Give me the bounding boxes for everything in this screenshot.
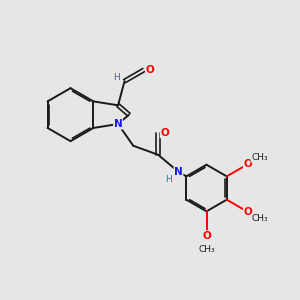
Text: O: O bbox=[160, 128, 169, 138]
Text: O: O bbox=[202, 231, 211, 241]
Text: O: O bbox=[244, 207, 252, 217]
Text: CH₃: CH₃ bbox=[251, 153, 268, 162]
Text: N: N bbox=[114, 119, 122, 129]
Text: O: O bbox=[244, 159, 252, 169]
Text: H: H bbox=[165, 175, 172, 184]
Text: O: O bbox=[146, 65, 154, 75]
Text: H: H bbox=[113, 73, 120, 82]
Text: CH₃: CH₃ bbox=[251, 214, 268, 223]
Text: N: N bbox=[174, 167, 183, 177]
Text: CH₃: CH₃ bbox=[198, 244, 215, 253]
